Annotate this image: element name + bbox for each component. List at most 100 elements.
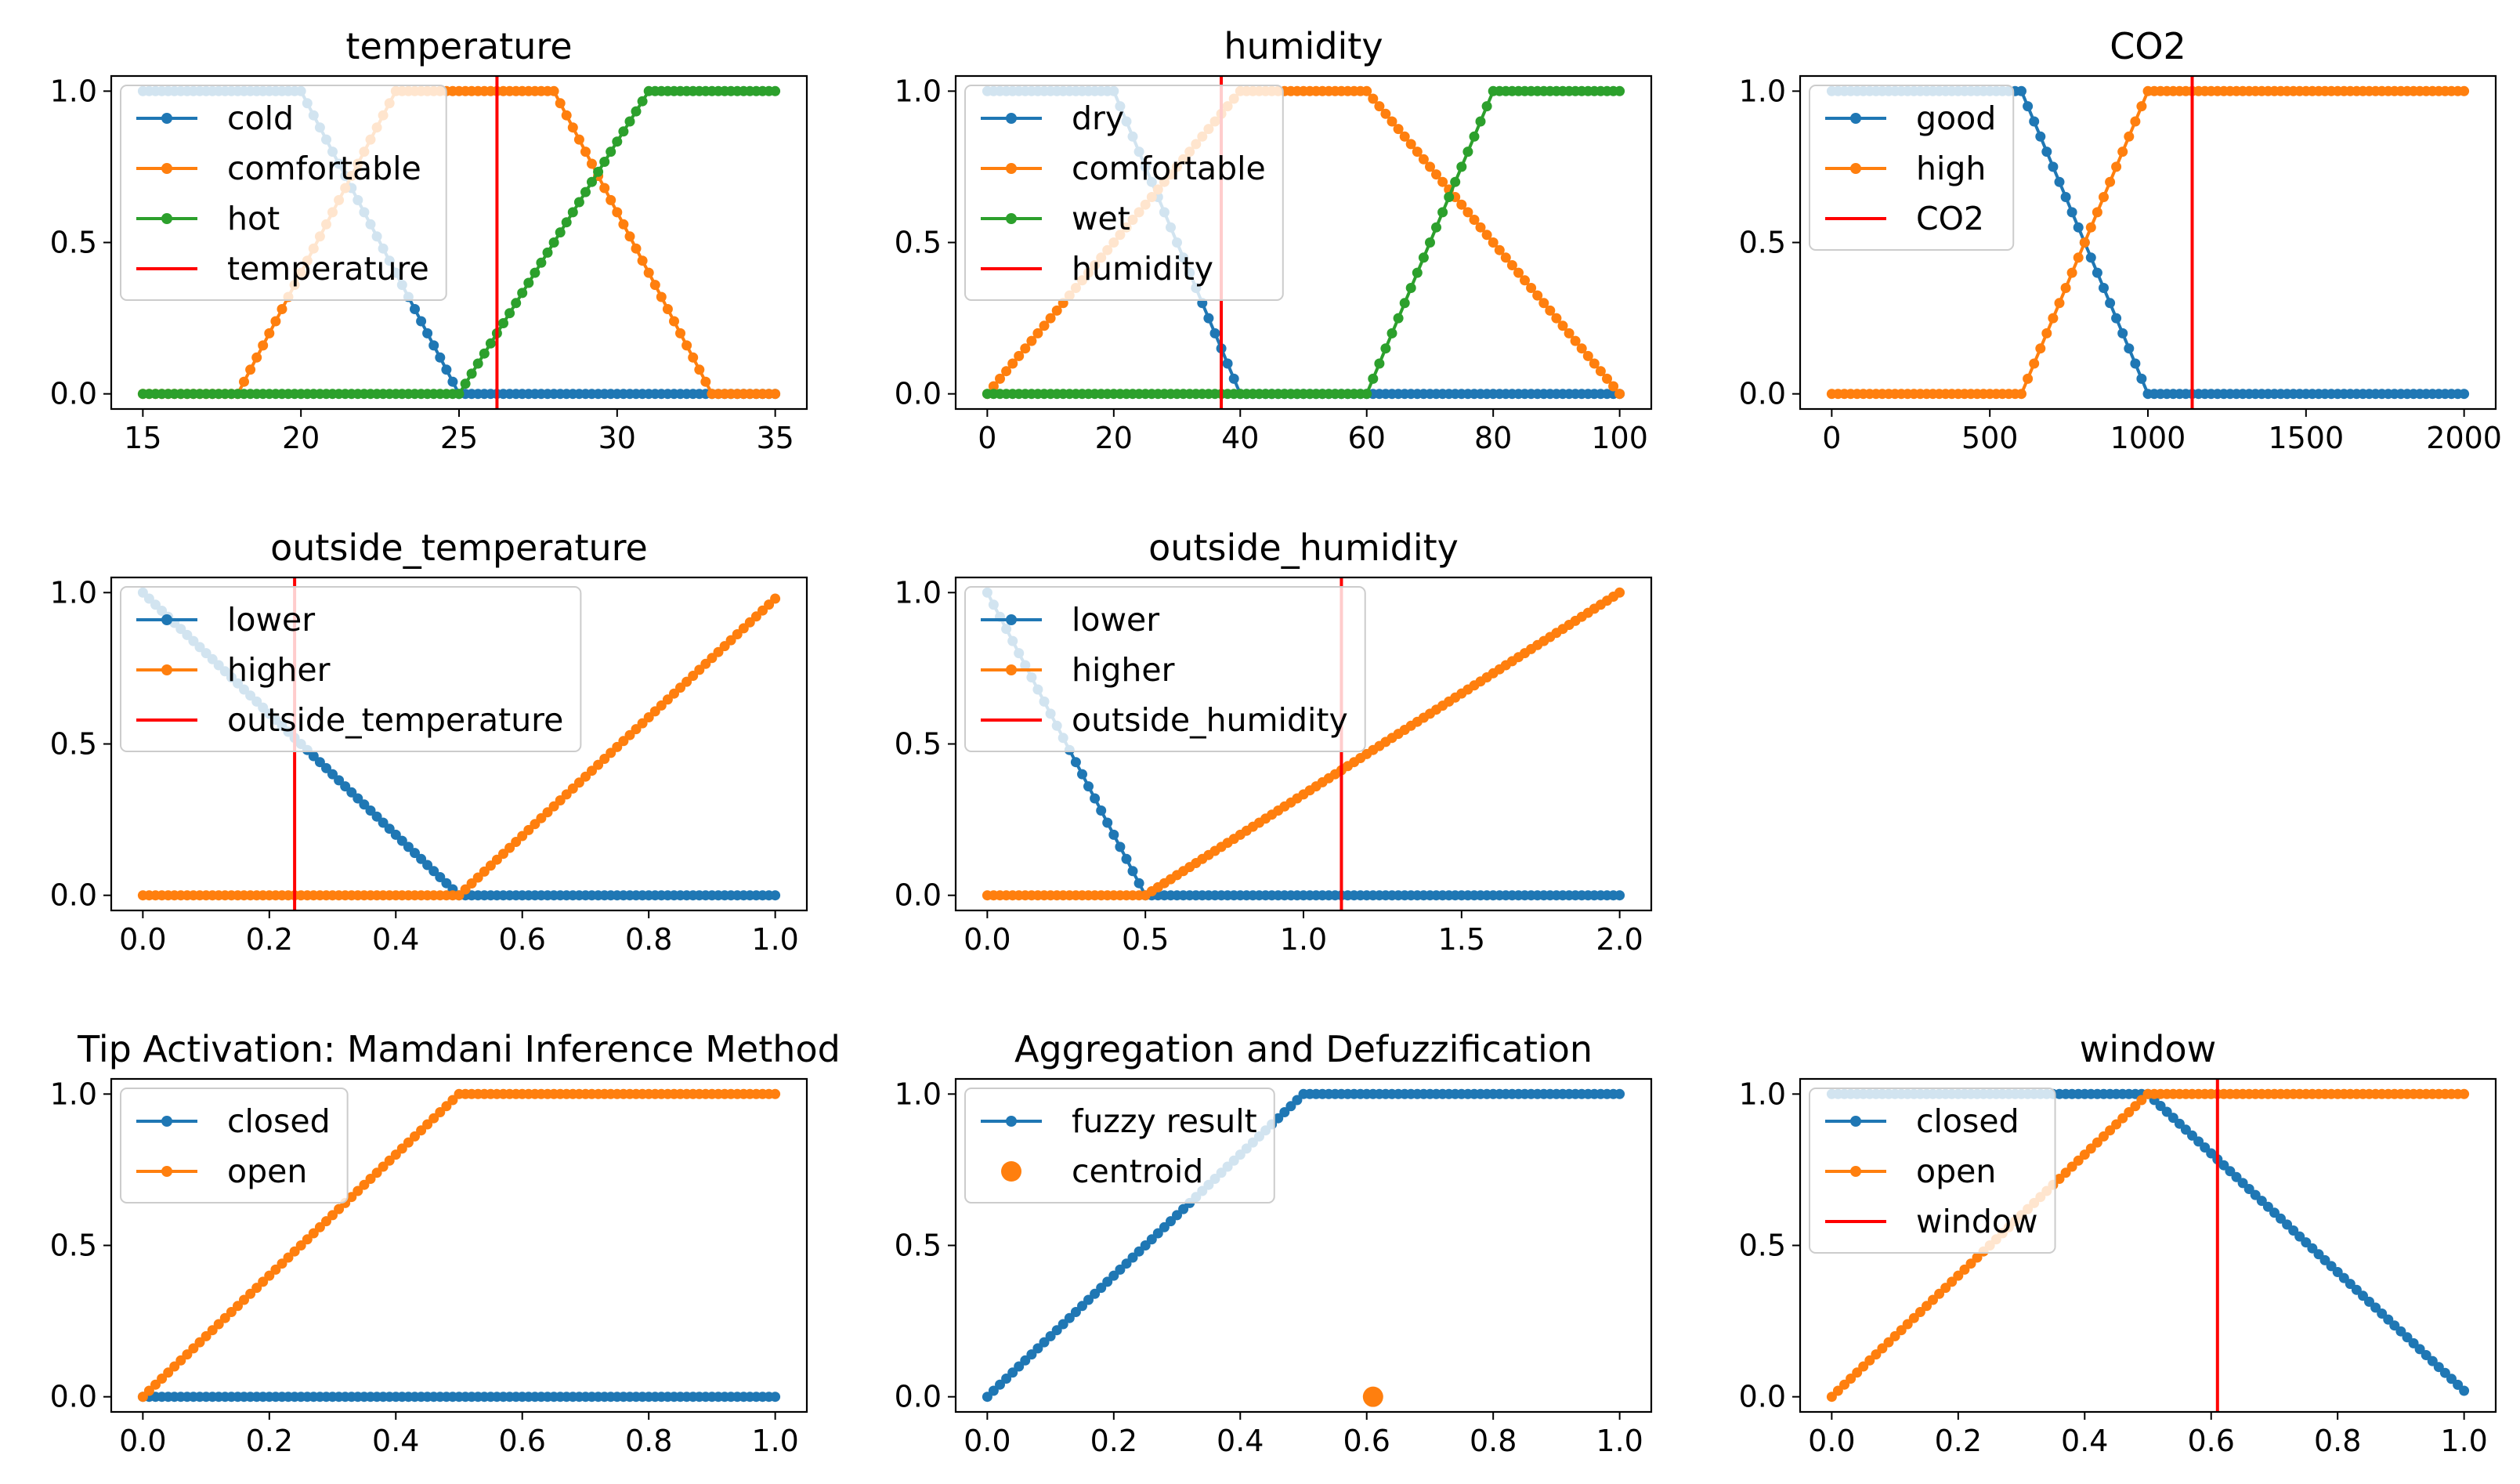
chart-title: Aggregation and Defuzzification bbox=[1014, 1028, 1593, 1070]
legend-item-wet: wet bbox=[981, 200, 1130, 237]
data-point bbox=[637, 255, 648, 266]
legend-box bbox=[120, 586, 582, 752]
legend-marker bbox=[161, 1116, 172, 1127]
data-point bbox=[308, 751, 319, 762]
data-point bbox=[732, 629, 743, 639]
data-point bbox=[359, 799, 370, 810]
legend-label: outside_humidity bbox=[1072, 701, 1348, 739]
plot-area bbox=[137, 1088, 781, 1403]
data-point bbox=[682, 676, 692, 687]
data-point bbox=[2060, 1167, 2071, 1178]
legend-item-closed: closed bbox=[1825, 1102, 2019, 1140]
y-tick-label: 1.0 bbox=[50, 575, 97, 610]
data-point bbox=[416, 316, 427, 327]
data-point bbox=[1418, 252, 1429, 263]
data-point bbox=[396, 835, 407, 846]
data-point bbox=[353, 1185, 363, 1196]
data-point bbox=[485, 338, 496, 349]
data-point bbox=[2130, 1101, 2141, 1112]
data-point bbox=[1380, 343, 1391, 354]
x-tick-label: 1.0 bbox=[1596, 1424, 1643, 1458]
data-point bbox=[599, 183, 610, 194]
data-point bbox=[573, 197, 584, 208]
data-point bbox=[1500, 252, 1511, 263]
data-point bbox=[580, 186, 591, 197]
data-point bbox=[694, 364, 705, 375]
data-point bbox=[384, 823, 395, 834]
data-point bbox=[1538, 298, 1549, 309]
data-point bbox=[2256, 1196, 2267, 1207]
data-point bbox=[1152, 1228, 1163, 1239]
data-point bbox=[1953, 1270, 1964, 1281]
legend-label: CO2 bbox=[1916, 200, 1984, 237]
data-point bbox=[1368, 373, 1379, 384]
legend-item-humidity: humidity bbox=[981, 250, 1213, 288]
data-point bbox=[1374, 358, 1385, 369]
legend-marker bbox=[1006, 1116, 1017, 1127]
data-point bbox=[1039, 320, 1050, 331]
data-point bbox=[2066, 1161, 2077, 1172]
data-point bbox=[662, 694, 673, 705]
data-point bbox=[662, 304, 673, 314]
data-point bbox=[498, 849, 508, 860]
data-point bbox=[2459, 85, 2470, 96]
data-point bbox=[688, 352, 699, 363]
data-point bbox=[1096, 805, 1107, 816]
data-point bbox=[2130, 358, 2141, 369]
data-point bbox=[624, 116, 635, 127]
data-point bbox=[435, 872, 446, 882]
data-point bbox=[548, 237, 559, 248]
data-point bbox=[1387, 116, 1397, 127]
x-tick-label: 0.0 bbox=[1808, 1424, 1855, 1458]
data-point bbox=[567, 207, 578, 218]
data-point bbox=[1889, 1330, 1900, 1341]
legend-label: higher bbox=[1072, 651, 1175, 689]
data-point bbox=[346, 1192, 357, 1203]
data-point bbox=[454, 389, 465, 400]
data-point bbox=[1115, 842, 1126, 852]
data-point bbox=[2124, 343, 2135, 354]
data-point bbox=[1064, 1312, 1075, 1323]
data-point bbox=[1614, 1088, 1625, 1099]
x-tick-label: 0.2 bbox=[1090, 1424, 1137, 1458]
data-point bbox=[340, 781, 351, 792]
data-point bbox=[396, 1143, 407, 1154]
data-point bbox=[1928, 1294, 1938, 1305]
legend-item-fuzzy-result: fuzzy result bbox=[981, 1102, 1257, 1140]
data-point bbox=[2092, 207, 2102, 218]
data-point bbox=[365, 1174, 376, 1184]
data-point bbox=[606, 147, 616, 157]
data-point bbox=[750, 611, 761, 622]
legend-marker bbox=[1850, 113, 1861, 124]
data-point bbox=[2345, 1279, 2355, 1290]
data-point bbox=[1070, 1307, 1081, 1317]
data-point bbox=[530, 267, 541, 278]
data-point bbox=[1481, 230, 1492, 241]
data-point bbox=[479, 348, 490, 359]
data-point bbox=[2130, 116, 2141, 127]
y-tick-label: 1.0 bbox=[50, 74, 97, 108]
data-point bbox=[1032, 328, 1043, 338]
x-tick-label: 0.2 bbox=[1935, 1424, 1982, 1458]
x-tick-label: 1.0 bbox=[751, 922, 798, 957]
data-point bbox=[504, 308, 515, 319]
data-point bbox=[1914, 1307, 1925, 1317]
legend: lower higher outside_temperature bbox=[120, 586, 582, 752]
series-higher bbox=[982, 587, 1625, 901]
data-point bbox=[422, 860, 433, 870]
data-point bbox=[353, 793, 363, 804]
data-point bbox=[2117, 1113, 2128, 1124]
data-point bbox=[1431, 222, 1441, 233]
data-point bbox=[1108, 829, 1119, 840]
data-point bbox=[1456, 199, 1467, 210]
y-tick-label: 0.5 bbox=[895, 1229, 942, 1263]
data-point bbox=[1178, 1203, 1189, 1214]
data-point bbox=[1127, 866, 1138, 877]
data-point bbox=[2167, 1113, 2178, 1124]
data-point bbox=[1292, 1095, 1303, 1106]
data-point bbox=[2276, 1213, 2286, 1224]
data-point bbox=[416, 1125, 427, 1136]
data-point bbox=[1399, 131, 1410, 142]
legend-marker bbox=[1006, 664, 1017, 675]
legend-item-open: open bbox=[136, 1153, 307, 1190]
